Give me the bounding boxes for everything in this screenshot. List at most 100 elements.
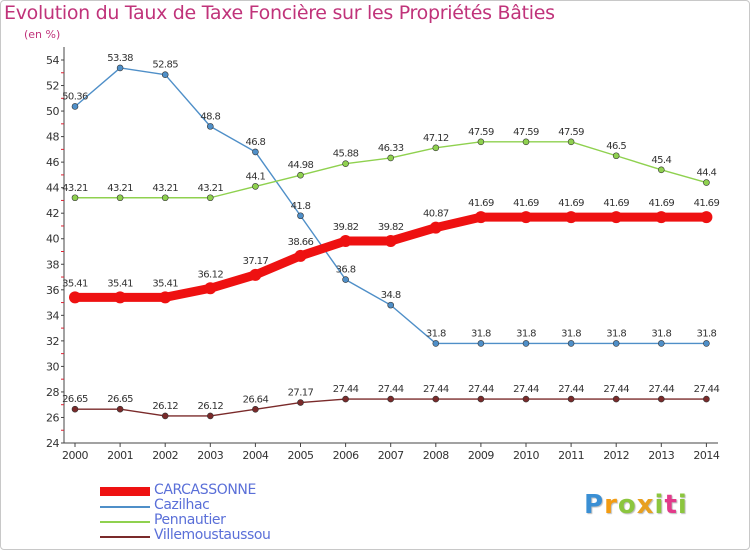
data-label-cazilhac: 53.38 <box>107 53 133 64</box>
y-tick-label: 48 <box>46 131 59 144</box>
data-label-villemoustaussou: 27.44 <box>558 384 584 395</box>
data-label-pennautier: 45.4 <box>651 155 671 166</box>
data-point-pennautier <box>207 194 214 202</box>
data-label-villemoustaussou: 27.44 <box>378 384 404 395</box>
data-point-cazilhac <box>207 123 214 130</box>
logo-letter: r <box>604 490 618 520</box>
chart-title: Evolution du Taux de Taxe Foncière sur l… <box>4 2 555 24</box>
data-point-villemoustaussou <box>432 395 440 403</box>
x-tick-label: 2006 <box>333 449 359 462</box>
y-tick-label: 44 <box>46 182 59 195</box>
y-tick-label: 50 <box>46 105 59 118</box>
data-label-carcassonne: 36.12 <box>197 269 223 280</box>
data-point-carcassonne <box>114 291 127 304</box>
data-label-carcassonne: 41.69 <box>694 198 720 209</box>
data-point-pennautier <box>432 144 440 152</box>
data-label-villemoustaussou: 27.17 <box>288 388 314 399</box>
data-point-cazilhac <box>161 71 169 78</box>
data-label-villemoustaussou: 27.44 <box>694 384 720 395</box>
data-point-cazilhac <box>522 340 530 347</box>
data-point-cazilhac <box>477 340 485 347</box>
data-point-villemoustaussou <box>342 395 349 403</box>
data-label-cazilhac: 31.8 <box>651 328 671 339</box>
data-point-carcassonne <box>655 211 668 224</box>
legend-label: Villemoustaussou <box>154 527 271 543</box>
data-label-cazilhac: 41.8 <box>291 201 311 212</box>
data-point-carcassonne <box>474 211 487 224</box>
x-tick-label: 2010 <box>513 449 539 462</box>
data-point-villemoustaussou <box>161 412 169 420</box>
data-label-pennautier: 43.21 <box>62 183 88 194</box>
y-tick-label: 28 <box>46 386 59 399</box>
data-point-carcassonne <box>159 291 172 304</box>
data-point-pennautier <box>252 183 259 190</box>
data-label-cazilhac: 31.8 <box>516 328 536 339</box>
data-point-carcassonne <box>249 268 262 281</box>
x-tick-label: 2007 <box>378 449 404 462</box>
data-label-villemoustaussou: 27.44 <box>513 384 539 395</box>
data-point-carcassonne <box>429 221 442 234</box>
data-label-pennautier: 47.12 <box>423 133 449 144</box>
data-label-carcassonne: 35.41 <box>152 278 178 289</box>
data-label-villemoustaussou: 27.44 <box>333 384 359 395</box>
data-point-villemoustaussou <box>116 405 124 413</box>
legend-swatch <box>100 506 150 508</box>
data-point-pennautier <box>657 166 665 174</box>
data-point-pennautier <box>567 138 575 146</box>
y-tick-label: 30 <box>46 360 59 373</box>
data-label-pennautier: 47.59 <box>468 127 494 138</box>
data-point-cazilhac <box>116 64 124 72</box>
data-point-carcassonne <box>294 249 307 262</box>
data-label-carcassonne: 39.82 <box>333 222 359 233</box>
data-label-carcassonne: 39.82 <box>378 222 404 233</box>
y-tick-label: 38 <box>46 258 59 271</box>
legend-item-villemoustaussou: Villemoustaussou <box>100 527 340 544</box>
data-label-cazilhac: 36.8 <box>336 265 356 276</box>
data-point-pennautier <box>116 194 124 202</box>
data-point-cazilhac <box>703 340 710 347</box>
data-label-pennautier: 45.88 <box>333 149 359 160</box>
data-point-villemoustaussou <box>207 412 214 420</box>
data-point-villemoustaussou <box>657 395 665 403</box>
data-label-villemoustaussou: 27.44 <box>603 384 629 395</box>
data-point-carcassonne <box>69 291 81 304</box>
data-point-villemoustaussou <box>612 395 620 403</box>
x-tick-label: 2009 <box>468 449 494 462</box>
data-point-cazilhac <box>297 212 304 220</box>
data-label-pennautier: 44.98 <box>288 160 314 171</box>
data-point-carcassonne <box>384 235 397 248</box>
data-label-carcassonne: 41.69 <box>558 198 584 209</box>
data-point-pennautier <box>161 194 169 202</box>
data-point-carcassonne <box>565 211 578 224</box>
data-label-villemoustaussou: 26.65 <box>107 394 133 405</box>
data-point-pennautier <box>71 194 79 202</box>
legend-label: CARCASSONNE <box>154 482 256 498</box>
logo-letter: o <box>617 490 637 520</box>
data-point-pennautier <box>522 138 530 146</box>
series-pennautier: 43.21 43.21 43.21 43.21 44.1 44.98 45.88 46.33 4… <box>62 127 717 202</box>
x-tick-label: 2002 <box>152 449 178 462</box>
data-point-villemoustaussou <box>567 395 575 403</box>
x-tick-label: 2012 <box>603 449 629 462</box>
data-point-villemoustaussou <box>522 395 530 403</box>
data-label-carcassonne: 37.17 <box>243 256 269 267</box>
y-tick-label: 32 <box>46 335 59 348</box>
data-label-pennautier: 43.21 <box>152 183 178 194</box>
series-carcassonne: 35.41 35.41 35.41 36.12 37.17 38.66 39.82 39.82… <box>62 198 720 304</box>
data-label-carcassonne: 38.66 <box>288 237 314 248</box>
data-label-pennautier: 46.5 <box>606 141 626 152</box>
data-label-cazilhac: 31.8 <box>696 328 716 339</box>
data-label-carcassonne: 41.69 <box>603 198 629 209</box>
data-label-cazilhac: 50.36 <box>62 91 88 102</box>
legend-item-cazilhac: Cazilhac <box>100 497 340 514</box>
data-label-cazilhac: 31.8 <box>471 328 491 339</box>
data-label-villemoustaussou: 27.44 <box>423 384 449 395</box>
data-label-cazilhac: 31.8 <box>561 328 581 339</box>
logo-letter: P <box>584 490 605 520</box>
legend: CARCASSONNE Cazilhac Pennautier Villemousta… <box>100 482 340 544</box>
x-tick-label: 2005 <box>288 449 314 462</box>
data-point-carcassonne <box>700 211 713 224</box>
data-point-cazilhac <box>612 340 620 347</box>
data-point-pennautier <box>703 179 710 186</box>
